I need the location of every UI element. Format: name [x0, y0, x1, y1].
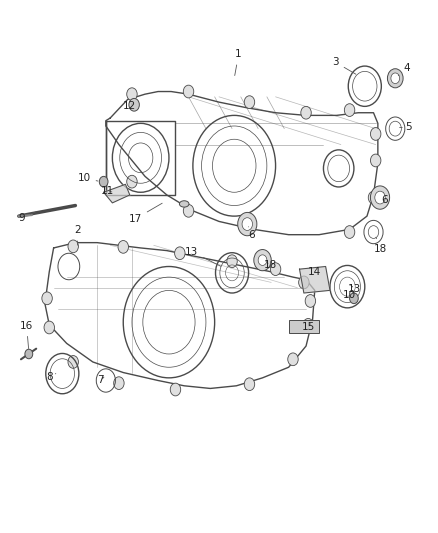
Circle shape: [388, 69, 403, 88]
Circle shape: [350, 293, 358, 304]
Circle shape: [375, 191, 385, 204]
Circle shape: [184, 85, 194, 98]
Circle shape: [68, 356, 78, 368]
Circle shape: [368, 191, 379, 204]
Circle shape: [371, 127, 381, 140]
Circle shape: [301, 107, 311, 119]
Text: 16: 16: [20, 321, 33, 349]
Circle shape: [184, 205, 194, 217]
Text: 14: 14: [308, 267, 321, 277]
Text: 18: 18: [374, 237, 388, 254]
Circle shape: [25, 349, 33, 359]
Text: 5: 5: [399, 122, 412, 132]
Bar: [289, 319, 319, 333]
Circle shape: [288, 353, 298, 366]
Text: 9: 9: [18, 212, 36, 223]
Text: 10: 10: [78, 173, 98, 183]
Circle shape: [305, 295, 316, 308]
Text: 4: 4: [398, 63, 410, 76]
Circle shape: [244, 96, 254, 109]
Circle shape: [244, 378, 254, 391]
Circle shape: [118, 240, 128, 253]
Ellipse shape: [180, 201, 189, 207]
Circle shape: [68, 240, 78, 253]
Circle shape: [344, 225, 355, 238]
Circle shape: [175, 247, 185, 260]
Text: 7: 7: [97, 375, 104, 385]
Text: 13: 13: [348, 284, 361, 294]
Circle shape: [42, 292, 52, 305]
Circle shape: [127, 88, 137, 101]
Text: 8: 8: [46, 372, 56, 382]
Circle shape: [258, 255, 267, 265]
Circle shape: [170, 383, 181, 396]
Text: 2: 2: [74, 225, 81, 245]
Circle shape: [299, 276, 309, 289]
Text: 13: 13: [185, 247, 221, 266]
Circle shape: [44, 321, 54, 334]
Circle shape: [344, 104, 355, 116]
Text: 10: 10: [343, 289, 356, 300]
Circle shape: [127, 175, 137, 188]
Polygon shape: [104, 184, 130, 203]
Text: 11: 11: [101, 186, 114, 196]
Text: 1: 1: [235, 50, 242, 76]
Circle shape: [129, 99, 139, 111]
Circle shape: [242, 217, 253, 230]
Polygon shape: [300, 266, 330, 293]
Text: 3: 3: [332, 58, 356, 74]
Text: 15: 15: [302, 322, 315, 333]
Text: 18: 18: [264, 260, 277, 270]
Text: 6: 6: [248, 227, 255, 240]
Circle shape: [371, 154, 381, 167]
Text: 12: 12: [123, 101, 136, 111]
Text: 6: 6: [381, 192, 388, 205]
Circle shape: [371, 186, 390, 209]
Circle shape: [391, 73, 399, 84]
Text: 17: 17: [129, 203, 162, 224]
Circle shape: [303, 318, 314, 331]
Circle shape: [227, 255, 237, 268]
Circle shape: [238, 213, 257, 236]
Circle shape: [270, 263, 281, 276]
Circle shape: [254, 249, 271, 271]
Circle shape: [114, 377, 124, 390]
Circle shape: [99, 176, 108, 187]
